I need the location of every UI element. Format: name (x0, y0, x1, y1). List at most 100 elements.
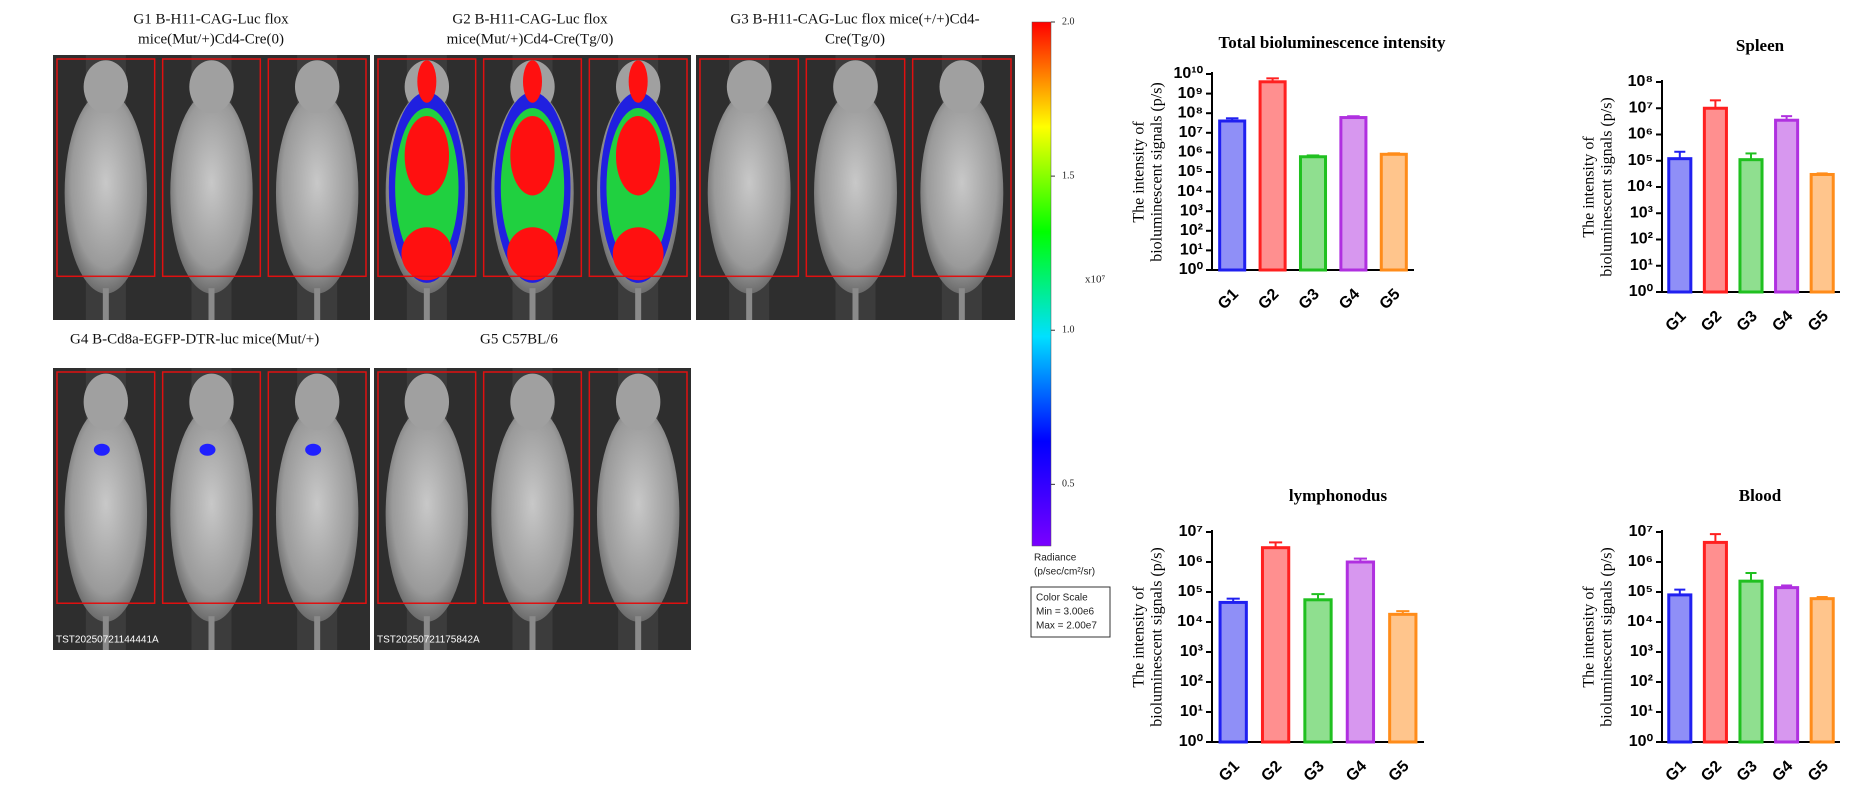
colorbar-multiplier: x10⁷ (1085, 274, 1106, 286)
y-tick-label: 10⁶ (1178, 553, 1203, 570)
bar (1667, 593, 1693, 744)
x-tick-label: G3 (1301, 758, 1328, 785)
x-tick-label: G3 (1734, 308, 1761, 335)
y-tick-label: 10⁵ (1178, 163, 1203, 180)
mouse-body (920, 92, 1004, 294)
mouse-tail (314, 288, 321, 320)
y-tick-label: 10² (1630, 673, 1653, 690)
bar (1218, 119, 1247, 272)
y-tick-label: 10¹ (1630, 703, 1653, 720)
x-tick-label: G2 (1698, 758, 1725, 785)
y-axis-label: The intensity of (1131, 586, 1148, 688)
y-tick-label: 10⁸ (1178, 104, 1203, 121)
y-tick-label: 10³ (1180, 202, 1203, 219)
y-tick-label: 10⁶ (1628, 126, 1653, 143)
panel-title: mice(Mut/+)Cd4-Cre(Tg/0) (447, 31, 614, 47)
colorbar-tick-label: 2.0 (1062, 16, 1075, 27)
y-tick-label: 10⁰ (1629, 733, 1654, 750)
mouse-head (510, 373, 555, 431)
bar (1258, 80, 1287, 272)
roi-box (161, 371, 262, 604)
roi-box (911, 58, 1012, 278)
x-tick-label: G5 (1805, 758, 1832, 785)
mouse-body (64, 407, 148, 622)
bar (1774, 118, 1800, 294)
panel-title: G1 B-H11-CAG-Luc flox (133, 11, 289, 27)
x-tick-label: G1 (1662, 308, 1689, 335)
mouse-head (294, 60, 340, 114)
y-tick-label: 10⁶ (1178, 144, 1203, 161)
y-axis-label: bioluminescent signals (p/s) (1149, 547, 1166, 727)
mouse-body (275, 92, 359, 294)
panel-title: G2 B-H11-CAG-Luc flox (452, 11, 608, 27)
y-tick-label: 10⁷ (1179, 124, 1203, 141)
y-tick-label: 10¹⁰ (1173, 65, 1203, 82)
y-tick-label: 10³ (1180, 643, 1203, 660)
mouse-head (833, 60, 878, 114)
y-tick-label: 10⁷ (1629, 523, 1653, 540)
colorbar-info: Min = 3.00e6 (1036, 607, 1095, 618)
signal-red (401, 227, 453, 281)
mouse-tail (635, 616, 642, 650)
x-tick-label: G4 (1769, 308, 1796, 335)
bar (1667, 157, 1693, 294)
signal-red (522, 60, 543, 103)
x-tick-label: G4 (1343, 758, 1370, 785)
bar (1218, 600, 1248, 744)
mouse-body (64, 92, 148, 294)
bar (1738, 579, 1764, 744)
bar (1738, 158, 1764, 294)
mouse-body (170, 92, 253, 294)
colorbar-unit: Radiance (1034, 553, 1077, 564)
roi-box (161, 58, 262, 278)
y-tick-label: 10⁶ (1628, 553, 1653, 570)
signal-red (612, 227, 664, 281)
mouse-body (491, 407, 574, 622)
y-tick-label: 10² (1630, 231, 1653, 248)
mouse-body (385, 407, 469, 622)
panel-title: G4 B-Cd8a-EGFP-DTR-luc mice(Mut/+) (70, 331, 319, 347)
roi-box (588, 371, 688, 604)
signal-spot (305, 443, 322, 456)
roi-box (56, 371, 156, 604)
mouse-tail (102, 288, 109, 320)
mouse-head (404, 373, 450, 431)
mouse-head (189, 373, 234, 431)
x-tick-label: G5 (1376, 286, 1403, 313)
colorbar-info: Color Scale (1036, 593, 1088, 604)
y-tick-label: 10⁴ (1627, 613, 1653, 630)
mouse-tail (529, 616, 536, 650)
y-tick-label: 10² (1180, 222, 1203, 239)
roi-box (56, 58, 156, 278)
mouse-tail (635, 288, 642, 320)
y-tick-label: 10⁴ (1177, 183, 1203, 200)
y-tick-label: 10⁵ (1628, 152, 1653, 169)
mouse-head (83, 373, 129, 431)
mouse-tail (746, 288, 753, 320)
panel-title: G5 C57BL/6 (480, 331, 558, 347)
x-tick-label: G1 (1215, 286, 1242, 313)
y-tick-label: 10⁹ (1178, 85, 1203, 102)
bar (1345, 560, 1376, 744)
x-tick-label: G2 (1698, 308, 1725, 335)
chart-title: Spleen (1736, 36, 1785, 55)
y-tick-label: 10⁰ (1179, 733, 1204, 750)
roi-box (805, 58, 906, 278)
x-tick-label: G4 (1336, 286, 1363, 313)
colorbar-tick-label: 0.5 (1062, 479, 1075, 490)
y-axis-label: The intensity of (1581, 586, 1598, 688)
mouse-body (814, 92, 897, 294)
y-tick-label: 10⁷ (1179, 523, 1203, 540)
y-axis-label: bioluminescent signals (p/s) (1599, 547, 1616, 727)
x-tick-label: G5 (1385, 758, 1412, 785)
x-tick-label: G3 (1734, 758, 1761, 785)
mouse-head (83, 60, 129, 114)
bar (1339, 116, 1368, 272)
colorbar (1031, 21, 1052, 547)
roi-box (267, 58, 367, 278)
panel-title: G3 B-H11-CAG-Luc flox mice(+/+)Cd4- (730, 11, 979, 27)
roi-box (482, 371, 583, 604)
mouse-head (294, 373, 340, 431)
